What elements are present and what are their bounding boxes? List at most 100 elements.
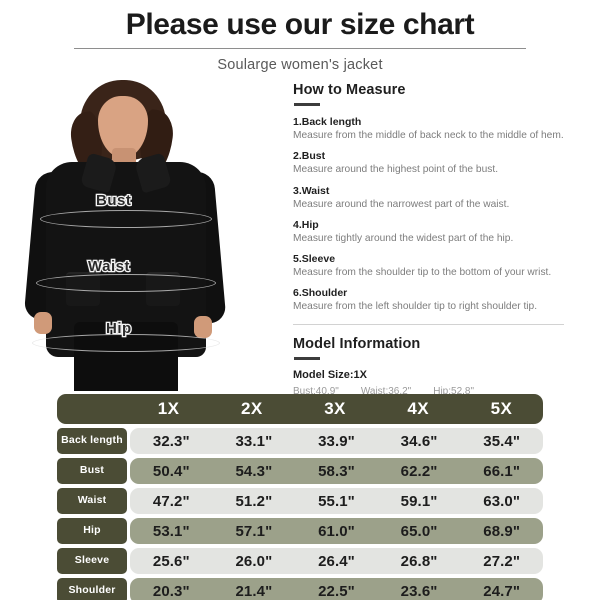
measure-item-desc: Measure tightly around the widest part o…: [293, 232, 514, 244]
table-cell: 65.0": [400, 522, 438, 540]
table-cell: 62.2": [400, 462, 438, 480]
row-label-sleeve[interactable]: Sleeve: [57, 548, 127, 574]
measure-item: 5.Sleeve Measure from the shoulder tip to…: [293, 252, 564, 280]
right-hand: [194, 316, 212, 338]
how-to-measure-heading: How to Measure: [293, 82, 406, 98]
table-cell: 27.2": [483, 552, 521, 570]
info-section-divider: [293, 323, 564, 325]
model-stats-row: Bust:40.9" Waist:36.2" Hip:52.8": [293, 386, 564, 397]
measure-item: 6.Shoulder Measure from the left shoulder…: [293, 286, 564, 314]
table-cell: 51.2": [235, 492, 273, 510]
size-column-header-4x[interactable]: 4X: [407, 399, 429, 418]
row-label-waist[interactable]: Waist: [57, 488, 127, 514]
table-cell: 61.0": [318, 522, 355, 540]
table-cell: 23.6": [400, 582, 438, 600]
table-cell: 53.1": [152, 522, 190, 540]
measure-item-desc: Measure from the left shoulder tip to ri…: [293, 301, 538, 313]
row-cells: 50.4" 54.3" 58.3" 62.2" 66.1": [130, 458, 543, 484]
table-cell: 59.1": [400, 492, 438, 510]
size-table-body: Back length 32.3" 33.1" 33.9" 34.6" 35.4" Bust…: [57, 428, 543, 600]
page-title: Please use our size chart: [125, 8, 475, 41]
table-row: Sleeve 25.6" 26.0" 26.4" 26.8" 27.2": [57, 548, 543, 574]
table-cell: 26.4": [318, 552, 355, 570]
size-column-header-3x[interactable]: 3X: [324, 399, 346, 418]
model-size-value: Model Size:1X: [293, 368, 367, 381]
size-table-column-headers: 1X 2X 3X 4X 5X: [127, 399, 543, 419]
table-cell: 24.7": [483, 582, 521, 600]
measure-item-desc: Measure around the narrowest part of the…: [293, 198, 510, 210]
measure-item-name: 3.Waist: [293, 184, 330, 197]
size-column-header-2x[interactable]: 2X: [241, 399, 263, 418]
table-cell: 32.3": [152, 432, 190, 450]
mid-section: Bust Waist Hip How to Measure 1.Back len…: [0, 76, 600, 397]
measure-item-name: 2.Bust: [293, 150, 326, 163]
header-block: Please use our size chart Soularge women…: [0, 0, 600, 73]
table-cell: 22.5": [318, 582, 355, 600]
waist-measure-line: [36, 274, 216, 292]
table-cell: 58.3": [318, 462, 355, 480]
table-cell: 63.0": [483, 492, 521, 510]
table-cell: 54.3": [235, 462, 273, 480]
row-label-back-length[interactable]: Back length: [57, 428, 127, 454]
row-cells: 25.6" 26.0" 26.4" 26.8" 27.2": [130, 548, 543, 574]
model-stat: Hip:52.8": [433, 385, 475, 397]
row-label-hip[interactable]: Hip: [57, 518, 127, 544]
table-cell: 33.9": [318, 432, 355, 450]
table-cell: 57.1": [235, 522, 273, 540]
hip-overlay-label: Hip: [105, 319, 133, 339]
measure-item-desc: Measure around the highest point of the …: [293, 164, 499, 176]
table-cell: 26.0": [235, 552, 273, 570]
table-cell: 66.1": [483, 462, 521, 480]
table-cell: 33.1": [235, 432, 273, 450]
size-table-header-row: 1X 2X 3X 4X 5X: [57, 394, 543, 424]
waist-overlay-label: Waist: [87, 257, 131, 277]
table-cell: 47.2": [152, 492, 190, 510]
table-row: Hip 53.1" 57.1" 61.0" 65.0" 68.9": [57, 518, 543, 544]
model-illustration: Bust Waist Hip: [22, 76, 230, 391]
table-cell: 21.4": [235, 582, 273, 600]
title-divider: [74, 47, 526, 49]
table-cell: 25.6": [152, 552, 190, 570]
size-column-header-5x[interactable]: 5X: [490, 399, 513, 418]
measure-item-desc: Measure from the middle of back neck to …: [293, 130, 564, 142]
table-cell: 34.6": [400, 432, 438, 450]
table-cell: 55.1": [318, 492, 355, 510]
product-subtitle: Soularge women's jacket: [217, 56, 383, 73]
table-cell: 68.9": [483, 522, 521, 540]
size-table: 1X 2X 3X 4X 5X Back length 32.3" 33.1" 33.9" 34.…: [57, 394, 543, 600]
row-label-bust[interactable]: Bust: [57, 458, 127, 484]
left-hand: [34, 312, 52, 334]
bust-overlay-label: Bust: [95, 191, 132, 211]
table-cell: 35.4": [483, 432, 521, 450]
measure-item: 3.Waist Measure around the narrowest part…: [293, 184, 564, 212]
hip-measure-line: [32, 334, 220, 352]
measure-item-name: 6.Shoulder: [293, 287, 348, 300]
table-cell: 50.4": [152, 462, 190, 480]
table-cell: 20.3": [152, 582, 190, 600]
size-column-header-1x[interactable]: 1X: [157, 399, 180, 418]
measure-item-desc: Measure from the shoulder tip to the bot…: [293, 267, 552, 279]
model-information-heading: Model Information: [293, 335, 421, 352]
measure-item-name: 4.Hip: [293, 218, 319, 231]
measure-item: 4.Hip Measure tightly around the widest p…: [293, 218, 564, 246]
row-cells: 53.1" 57.1" 61.0" 65.0" 68.9": [130, 518, 543, 544]
measure-item-name: 1.Back length: [293, 116, 362, 128]
measure-item-name: 5.Sleeve: [293, 253, 336, 265]
table-row: Waist 47.2" 51.2" 55.1" 59.1" 63.0": [57, 488, 543, 514]
table-row: Back length 32.3" 33.1" 33.9" 34.6" 35.4": [57, 428, 543, 454]
how-to-measure-list: 1.Back length Measure from the middle of …: [293, 115, 564, 315]
how-to-measure-underline: [294, 103, 320, 106]
row-cells: 32.3" 33.1" 33.9" 34.6" 35.4": [130, 428, 543, 454]
model-stat: Waist:36.2": [360, 385, 412, 397]
face-shape: [98, 96, 148, 158]
model-photo: Bust Waist Hip: [0, 76, 285, 391]
measure-item: 1.Back length Measure from the middle of …: [293, 115, 564, 143]
model-information-underline: [294, 356, 320, 360]
table-cell: 26.8": [400, 552, 438, 570]
row-cells: 20.3" 21.4" 22.5" 23.6" 24.7": [130, 578, 543, 600]
bust-measure-line: [40, 210, 212, 228]
row-cells: 47.2" 51.2" 55.1" 59.1" 63.0": [130, 488, 543, 514]
row-label-shoulder[interactable]: Shoulder: [57, 578, 127, 600]
model-stat: Bust:40.9": [293, 385, 339, 397]
